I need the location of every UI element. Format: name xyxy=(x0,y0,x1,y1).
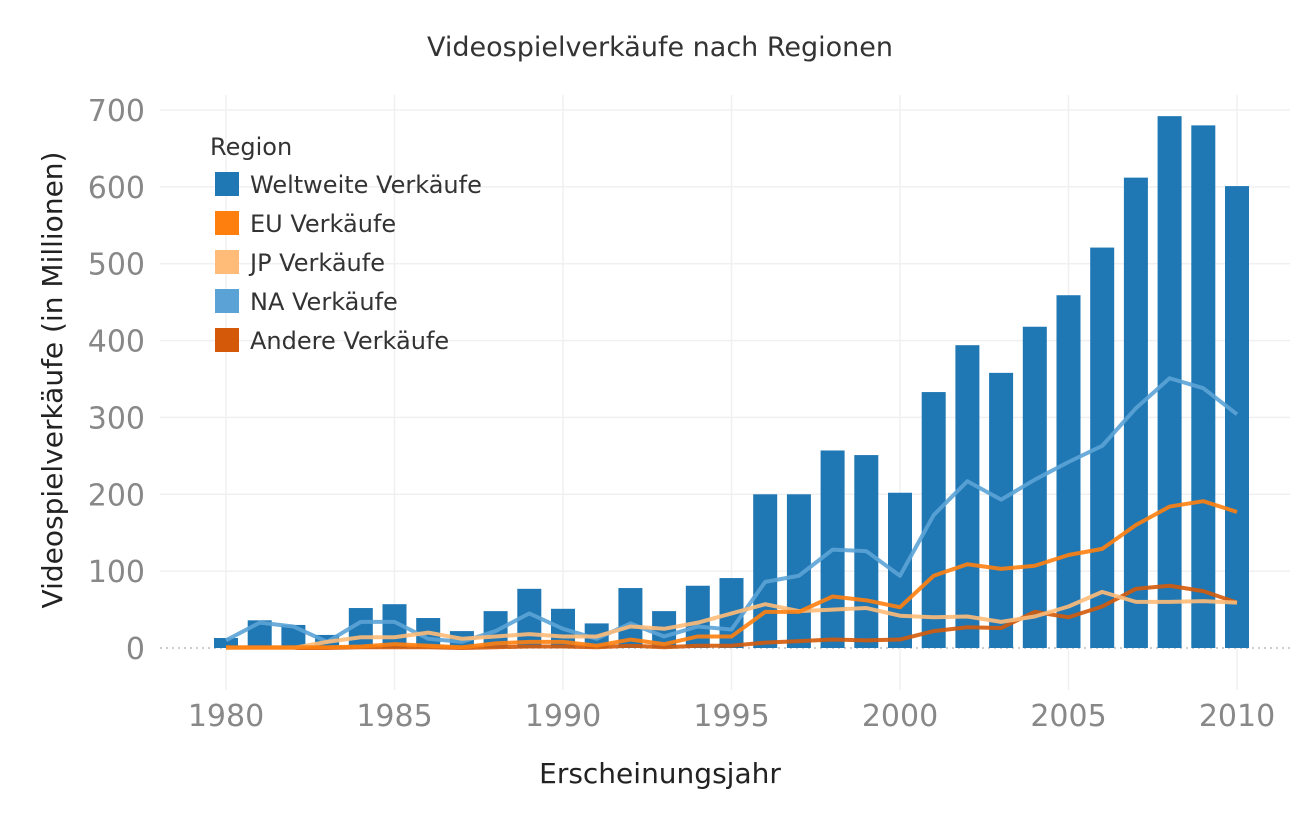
y-tick-label: 700 xyxy=(88,94,145,129)
y-tick-label: 300 xyxy=(88,401,145,436)
legend-swatch xyxy=(215,289,239,313)
legend-entry: EU Verkäufe xyxy=(250,210,396,238)
y-tick-label: 200 xyxy=(88,478,145,513)
bar xyxy=(753,494,778,648)
chart-title: Videospielverkäufe nach Regionen xyxy=(427,32,893,63)
x-tick-label: 2010 xyxy=(1199,699,1275,734)
bar xyxy=(1225,186,1249,649)
bar xyxy=(1056,295,1081,648)
series-line xyxy=(226,583,1238,650)
x-tick-label: 1985 xyxy=(356,699,432,734)
x-tick-label: 1980 xyxy=(188,699,264,734)
legend-swatch xyxy=(215,172,239,196)
legend-entry: Andere Verkäufe xyxy=(250,327,449,355)
series-line xyxy=(225,376,1239,644)
x-tick-labels: 1980 1985 1990 1995 2000 2005 2010 xyxy=(188,699,1275,734)
legend-title: Region xyxy=(210,133,292,161)
x-axis-label: Erscheinungsjahr xyxy=(539,757,781,790)
y-tick-label: 600 xyxy=(88,171,145,206)
bar xyxy=(955,345,980,648)
legend: Region Weltweite Verkäufe EU Verkäufe JP V… xyxy=(210,133,482,355)
x-tick-label: 1990 xyxy=(525,699,601,734)
legend-entry: NA Verkäufe xyxy=(250,288,398,316)
lines xyxy=(225,376,1239,650)
y-tick-label: 100 xyxy=(88,555,145,590)
legend-entry: Weltweite Verkäufe xyxy=(250,171,482,199)
bars xyxy=(214,116,1249,649)
series-line xyxy=(226,499,1238,650)
series-line xyxy=(226,589,1238,650)
bar xyxy=(214,638,238,648)
legend-entry: JP Verkäufe xyxy=(248,249,385,277)
y-tick-labels: 0 100 200 300 400 500 600 700 xyxy=(88,94,145,667)
bar xyxy=(1123,177,1148,649)
x-tick-label: 2005 xyxy=(1030,699,1106,734)
bar xyxy=(1022,326,1047,648)
y-tick-label: 400 xyxy=(88,325,145,360)
y-axis-label: Videospielverkäufe (in Millionen) xyxy=(36,152,69,609)
legend-swatch xyxy=(215,250,239,274)
x-tick-label: 2000 xyxy=(862,699,938,734)
legend-swatch xyxy=(215,328,239,352)
bar xyxy=(921,392,946,648)
x-tick-label: 1995 xyxy=(693,699,769,734)
y-tick-label: 500 xyxy=(88,248,145,283)
bar xyxy=(989,372,1014,648)
legend-swatch xyxy=(215,211,239,235)
y-tick-label: 0 xyxy=(126,632,145,667)
